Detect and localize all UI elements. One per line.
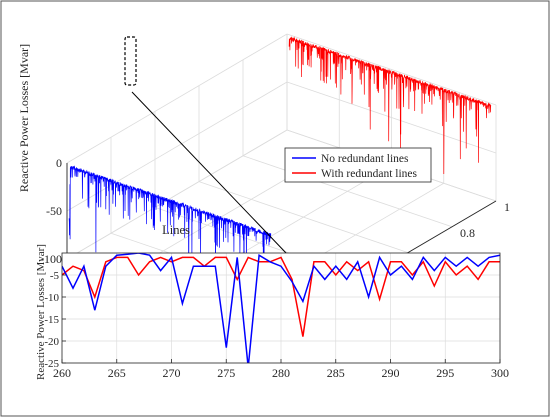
zoom-region-marker	[124, 36, 137, 86]
z-tick-label: -50	[46, 204, 62, 218]
grid-line-x-floor	[66, 129, 288, 260]
z-tick-label: -100	[40, 252, 62, 266]
zoom-series-no-redundant	[62, 253, 500, 363]
series-line-no-redundant	[68, 165, 272, 308]
zoom-x-tick-label: 265	[108, 366, 126, 380]
zoom-y-tick-label: -15	[44, 314, 59, 326]
y-tick-label: 1	[504, 200, 510, 214]
zoom-y-tick-label: -20	[44, 336, 59, 348]
ticks-zoom: 260 265 270 275 280 285 290 295 300 -5 -10 -15 -20 -2…	[44, 270, 509, 380]
z-axis-label: Reactive Power Losses [Mvar]	[17, 44, 31, 192]
z-tick-label: 0	[56, 156, 62, 170]
zoom-y-tick-label: -5	[50, 270, 60, 282]
zoom-connector-line	[131, 91, 288, 255]
zoom-x-tick-label: 295	[436, 366, 454, 380]
grid-line-z-left	[66, 33, 288, 164]
series-zoom	[62, 253, 500, 363]
zoom-y-axis-label: Reactive Power Losses [Mvar]	[35, 244, 47, 380]
grid-line-z-left	[66, 81, 288, 212]
series-3d	[68, 36, 492, 308]
zoom-y-tick-label: -25	[44, 358, 59, 370]
zoom-y-tick-label: -10	[44, 292, 59, 304]
legend: No redundant lines With redundant lines	[284, 147, 432, 183]
plot-zoom: 260 265 270 275 280 285 290 295 300 -5 -10 -15 -20 -2…	[35, 244, 509, 380]
y-tick-label: 0.8	[460, 226, 475, 240]
legend-label-blue: No redundant lines	[321, 153, 409, 165]
zoom-x-tick-label: 285	[327, 366, 345, 380]
grid-zoom	[61, 253, 501, 364]
zoom-x-tick-label: 290	[382, 366, 400, 380]
zoom-x-tick-label: 275	[217, 366, 235, 380]
x-axis-label: Lines	[162, 223, 190, 237]
zoom-x-tick-label: 260	[53, 366, 71, 380]
series-line-with-redundant	[288, 36, 492, 175]
zoom-x-tick-label: 280	[272, 366, 290, 380]
legend-label-red: With redundant lines	[321, 168, 418, 180]
zoom-x-tick-label: 300	[491, 366, 509, 380]
zoom-x-tick-label: 270	[163, 366, 181, 380]
legend-box	[284, 147, 432, 183]
zoom-series-with-redundant	[62, 256, 500, 337]
